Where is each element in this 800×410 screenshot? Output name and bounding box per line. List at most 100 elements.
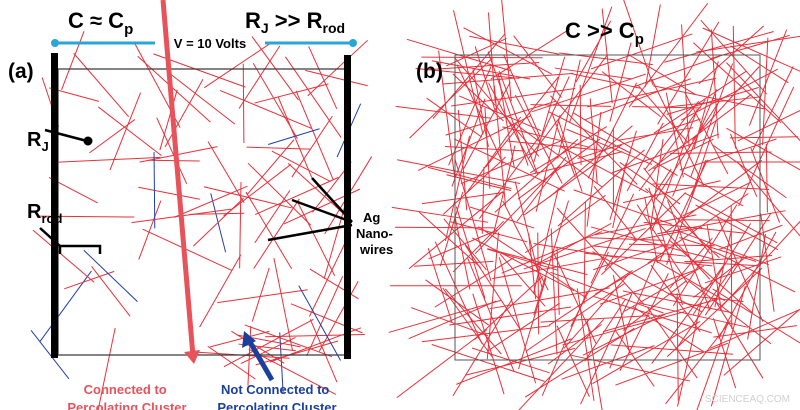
- rj-pointer: [44, 128, 88, 143]
- nanowire: [573, 189, 673, 225]
- nanowire: [716, 216, 764, 322]
- nanowire: [568, 6, 613, 124]
- nanowire: [207, 141, 245, 204]
- nanowire: [551, 114, 576, 178]
- nanowire: [91, 266, 131, 317]
- nanowire: [652, 183, 770, 190]
- nanowire: [452, 10, 484, 135]
- nanowire: [464, 245, 521, 331]
- nanowire: [428, 229, 498, 260]
- nanowire: [254, 83, 329, 104]
- nanowire: [524, 327, 635, 398]
- nanowire: [448, 66, 492, 166]
- nanowire: [709, 308, 800, 349]
- nanowire: [255, 340, 339, 366]
- nanowire: [472, 237, 575, 292]
- nanowire: [550, 271, 664, 314]
- nanowire: [203, 42, 272, 89]
- nanowire: [503, 55, 541, 136]
- nanowire: [550, 228, 558, 355]
- nanowire: [540, 315, 650, 323]
- nanowire: [217, 289, 308, 304]
- nanowire: [238, 45, 281, 109]
- nanowire: [681, 24, 690, 148]
- nanowire: [427, 166, 512, 190]
- connected-label: Connected to Percolating Cluster: [67, 382, 186, 410]
- nanowire: [683, 172, 744, 207]
- nanowire: [561, 345, 655, 380]
- nanowire: [240, 336, 296, 365]
- nanowire: [533, 188, 559, 294]
- nanowire: [277, 97, 313, 178]
- nanowire: [251, 267, 270, 322]
- nanowire: [164, 79, 204, 148]
- nanowire: [308, 243, 345, 317]
- panel-b-title: C >> Cp: [565, 18, 644, 48]
- nanowire: [669, 151, 772, 154]
- nanowire: [748, 29, 788, 126]
- nanowire: [667, 200, 711, 311]
- nanowire: [271, 150, 331, 183]
- nanowire: [438, 50, 456, 181]
- nanowire: [737, 109, 800, 142]
- nanowire: [730, 205, 733, 329]
- nanowire: [552, 251, 597, 344]
- panel-a-title-right: RJ >> Rrod: [245, 8, 345, 36]
- nanowire: [455, 206, 486, 299]
- nanowire: [284, 56, 342, 138]
- nanowire: [30, 329, 70, 380]
- panel-a-title-left: C ≈ Cp: [68, 8, 133, 38]
- nanowire: [691, 120, 717, 196]
- nanowire: [83, 249, 138, 303]
- panel-b-label: (b): [416, 60, 443, 83]
- nanowire: [170, 73, 236, 125]
- nanowire: [570, 72, 641, 89]
- nanowire: [238, 343, 297, 352]
- nanowire: [747, 234, 767, 340]
- nanowire: [610, 344, 734, 355]
- nanowire: [628, 243, 715, 247]
- nanowire: [650, 264, 701, 333]
- nanowire: [622, 180, 721, 204]
- nanowire: [513, 35, 562, 98]
- nanowire: [644, 100, 700, 171]
- nanowire: [454, 216, 471, 290]
- nanowire: [431, 344, 545, 382]
- nanowire: [651, 79, 705, 187]
- nanowire: [666, 86, 759, 115]
- nanowire: [422, 192, 504, 205]
- nanowire: [148, 159, 200, 162]
- nanowire: [391, 206, 489, 223]
- nanowire: [704, 256, 782, 284]
- nanowire: [309, 319, 338, 383]
- nanowire: [518, 277, 547, 370]
- nanowire: [395, 105, 491, 119]
- nanowire: [679, 236, 757, 262]
- not-connected-arrow: [247, 340, 275, 382]
- nanowire: [556, 207, 645, 306]
- nanowire: [298, 285, 341, 361]
- nanowire: [484, 107, 491, 189]
- nanowire: [458, 95, 542, 132]
- rrod-label: Rrod: [27, 201, 62, 226]
- nanowire: [464, 347, 576, 376]
- nanowire: [507, 151, 623, 181]
- nanowire: [231, 330, 285, 364]
- nanowire: [692, 223, 752, 316]
- nanowire: [97, 106, 162, 157]
- nanowire: [592, 321, 701, 385]
- connected-arrowhead: [184, 350, 200, 364]
- nanowire: [560, 146, 649, 194]
- nanowire: [644, 4, 661, 87]
- nanowire: [418, 211, 481, 268]
- nanowire: [548, 269, 633, 326]
- nanowire: [242, 63, 245, 144]
- nanowire: [681, 219, 770, 222]
- nanowire: [675, 229, 769, 266]
- nanowire: [252, 62, 298, 139]
- nanowire: [529, 126, 608, 174]
- nanowire: [307, 39, 368, 97]
- nanowire: [723, 309, 800, 376]
- nanowire: [219, 89, 312, 129]
